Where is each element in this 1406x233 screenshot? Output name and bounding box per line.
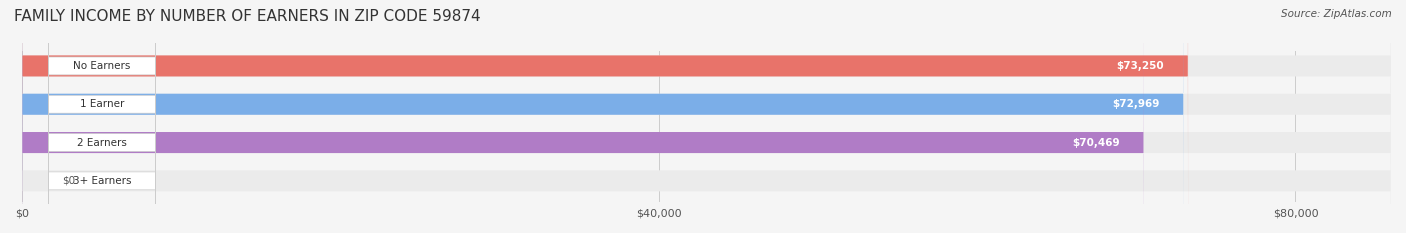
FancyBboxPatch shape [48,0,156,233]
FancyBboxPatch shape [48,0,156,233]
FancyBboxPatch shape [48,0,156,233]
Text: 3+ Earners: 3+ Earners [73,176,131,186]
Text: $73,250: $73,250 [1116,61,1164,71]
FancyBboxPatch shape [22,0,1391,233]
Text: FAMILY INCOME BY NUMBER OF EARNERS IN ZIP CODE 59874: FAMILY INCOME BY NUMBER OF EARNERS IN ZI… [14,9,481,24]
Text: Source: ZipAtlas.com: Source: ZipAtlas.com [1281,9,1392,19]
Text: No Earners: No Earners [73,61,131,71]
FancyBboxPatch shape [48,0,156,233]
FancyBboxPatch shape [22,0,1188,233]
Text: 1 Earner: 1 Earner [80,99,124,109]
Text: 2 Earners: 2 Earners [77,137,127,147]
FancyBboxPatch shape [22,0,1391,233]
FancyBboxPatch shape [22,0,1391,233]
FancyBboxPatch shape [22,0,1184,233]
Text: $72,969: $72,969 [1112,99,1160,109]
Text: $0: $0 [62,176,75,186]
FancyBboxPatch shape [22,0,1143,233]
Text: $70,469: $70,469 [1073,137,1121,147]
FancyBboxPatch shape [22,0,1391,233]
